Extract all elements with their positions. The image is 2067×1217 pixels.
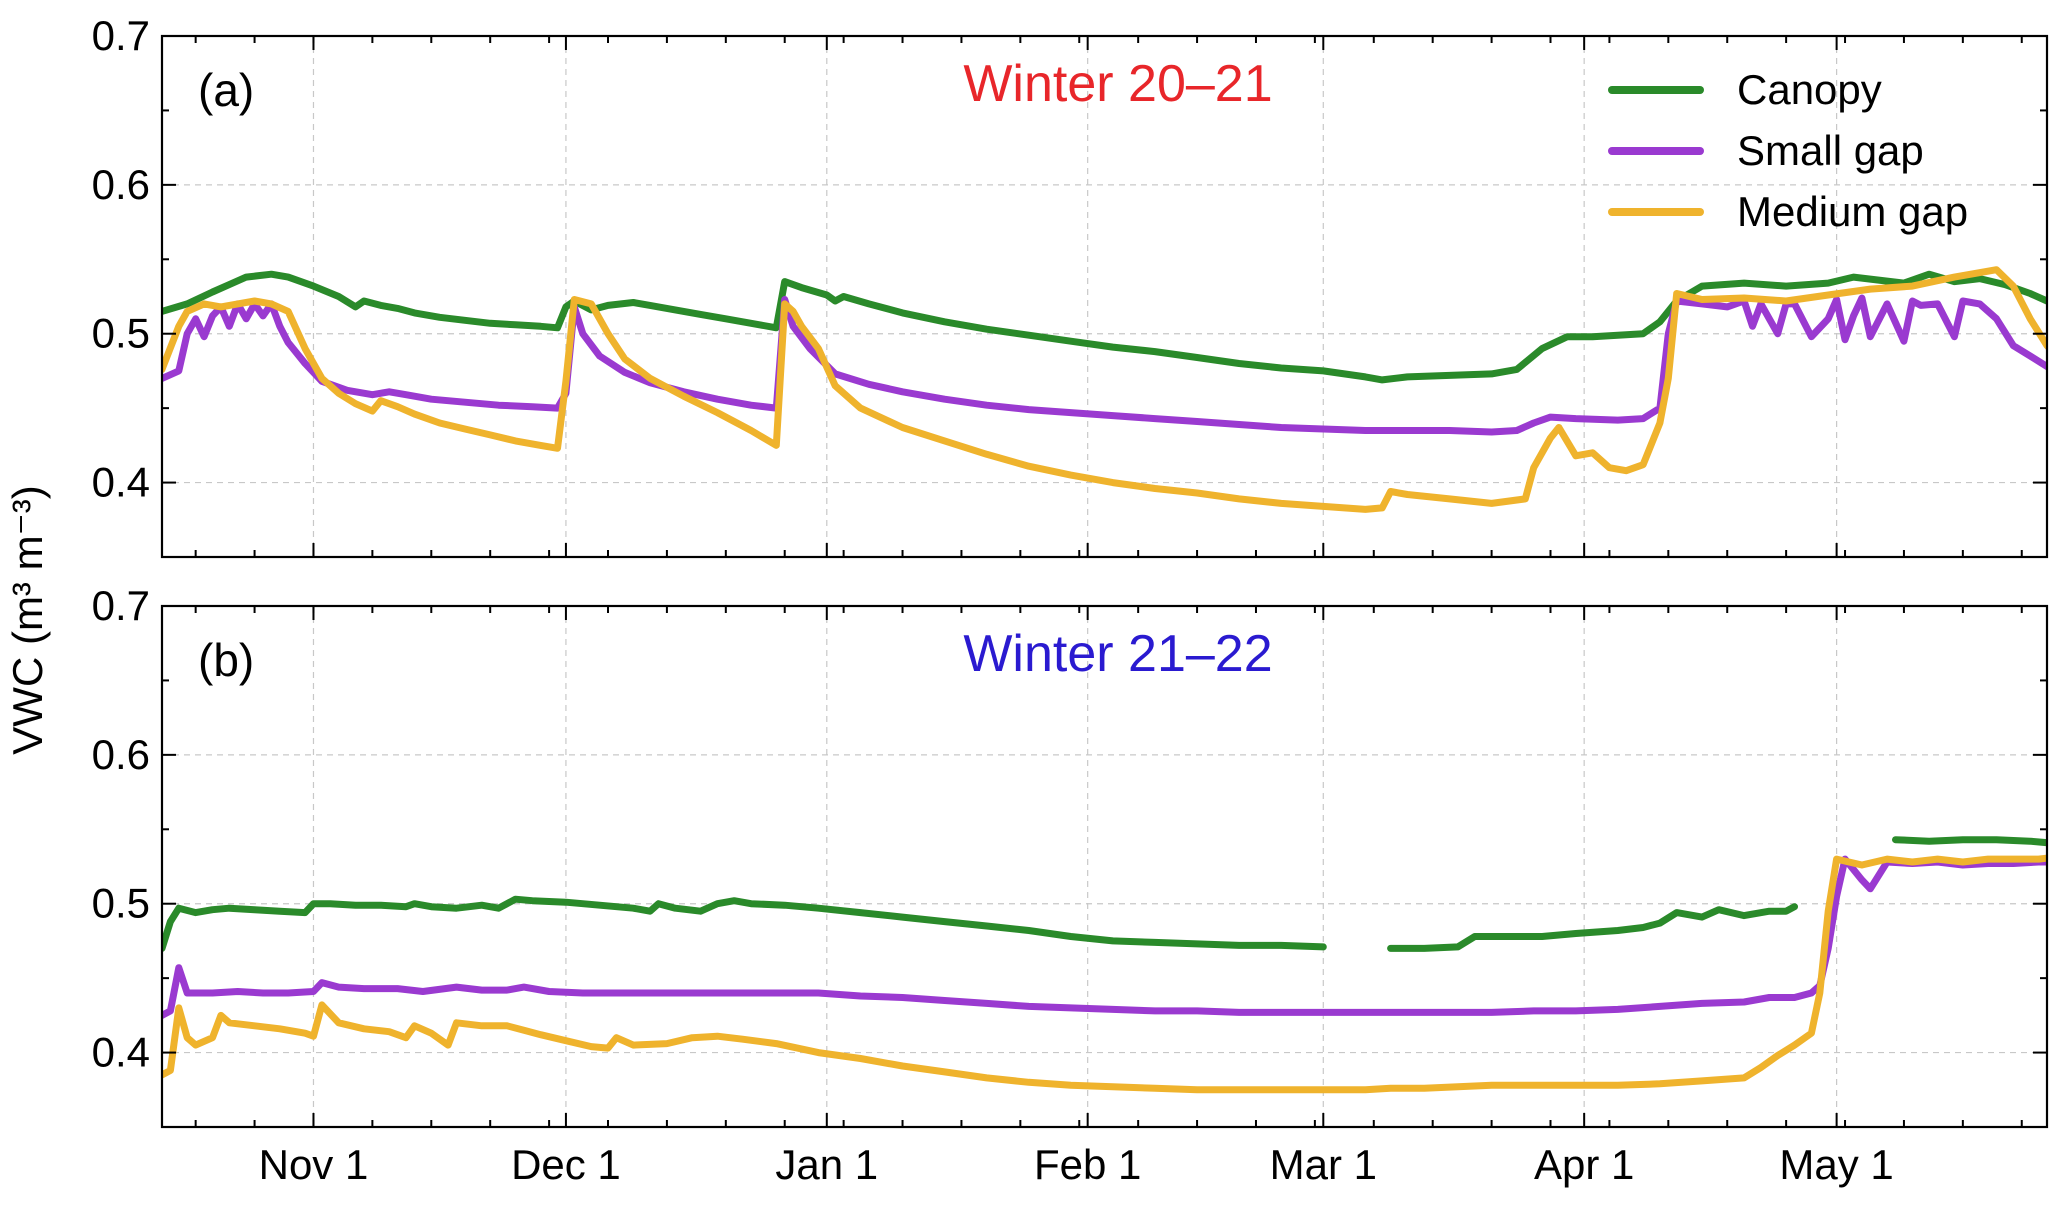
panel-label: (b) [198,634,254,686]
panel-a: 0.4 0.5 0.6 0.7 (a) Winter 20–21 [92,12,2049,559]
y-tick-label: 0.6 [92,731,150,778]
panel-label: (a) [198,64,254,116]
panel-b: 0.4 0.5 0.6 0.7 Nov 1 Dec 1 Jan 1 Feb 1 Mar 1 Apr… [92,582,2049,1188]
legend: Canopy Small gap Medium gap [1608,66,1968,235]
plot-frame [160,604,2049,1129]
series-line-medium-gap [162,854,2047,1094]
x-tick-label: Mar 1 [1270,1141,1377,1188]
legend-label-canopy: Canopy [1737,66,1882,113]
x-tick-label: Nov 1 [259,1141,369,1188]
y-tick-label: 0.7 [92,12,150,59]
series-line-canopy [1387,903,1798,952]
panel-title: Winter 21–22 [963,625,1272,683]
x-tick-label: Dec 1 [511,1141,621,1188]
y-tick-label: 0.6 [92,161,150,208]
series-group [162,266,2047,513]
series-line-canopy [162,895,1327,952]
plot-frame [160,34,2049,559]
series-group [162,836,2047,1094]
series-line-canopy [162,270,2047,384]
y-tick-label: 0.7 [92,582,150,629]
panel-title: Winter 20–21 [963,55,1272,113]
legend-label-medium-gap: Medium gap [1737,188,1968,235]
legend-label-small-gap: Small gap [1737,127,1924,174]
x-tick-label: May 1 [1779,1141,1893,1188]
y-tick-label: 0.5 [92,310,150,357]
y-tick-label: 0.4 [92,459,150,506]
y-tick-label: 0.4 [92,1029,150,1076]
y-axis-label: VWC (m³ m⁻³) [4,485,51,754]
x-tick-label: Feb 1 [1034,1141,1141,1188]
series-line-canopy [1892,836,2047,847]
series-line-small-gap [162,855,2047,1019]
x-tick-label: Jan 1 [775,1141,878,1188]
series-line-medium-gap [162,266,2047,513]
x-tick-label: Apr 1 [1534,1141,1634,1188]
y-tick-label: 0.5 [92,880,150,927]
